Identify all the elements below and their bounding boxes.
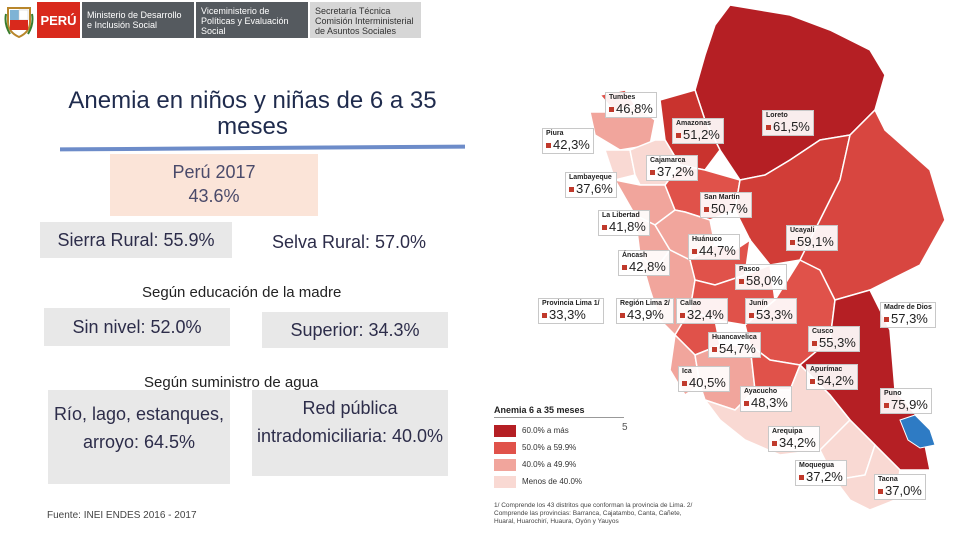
label-amazonas: Amazonas 51,2%	[672, 118, 724, 144]
title-underline	[59, 144, 466, 152]
superior-stat: Superior: 34.3%	[262, 312, 448, 348]
label-cusco: Cusco 55,3%	[808, 326, 860, 352]
label-la-libertad: La Libertad 41,8%	[598, 210, 650, 236]
peru-anemia-map: Tumbes 46,8% Loreto 61,5% Amazonas 51,2% Pi…	[490, 0, 960, 540]
region-madre-de-dios	[798, 108, 946, 301]
red-publica-stat: Red pública intradomiciliaria: 40.0%	[252, 390, 448, 476]
rio-lago-stat: Río, lago, estanques, arroyo: 64.5%	[48, 390, 230, 484]
legend-item: Menos de 40.0%	[494, 473, 624, 490]
label-san-martin: San Martín 50,7%	[700, 192, 752, 218]
label-tacna: Tacna 37,0%	[874, 474, 926, 500]
legend-title: Anemia 6 a 35 meses	[494, 405, 624, 418]
peru-2017-value: 43.6%	[188, 186, 240, 206]
peru-brand: PERÚ	[37, 2, 80, 38]
label-ucayali: Ucayali 59,1%	[786, 225, 838, 251]
secretaria-name: Secretaría Técnica Comisión Interministe…	[310, 2, 421, 38]
label-huanuco: Huánuco 44,7%	[688, 234, 740, 260]
label-junin: Junín 53,3%	[745, 298, 797, 324]
label-loreto: Loreto 61,5%	[762, 110, 814, 136]
page-number: 5	[622, 422, 628, 433]
legend-item: 40.0% a 49.9%	[494, 456, 624, 473]
label-ancash: Áncash 42,8%	[618, 250, 670, 276]
lake-titicaca	[899, 414, 936, 449]
map-footnote: 1/ Comprende los 43 distritos que confor…	[494, 502, 693, 525]
legend-item: 50.0% a 59.9%	[494, 439, 624, 456]
label-huancavelica: Huancavelica 54,7%	[708, 332, 761, 358]
label-cajamarca: Cajamarca 37,2%	[646, 155, 698, 181]
viceministry-name: Viceministerio de Políticas y Evaluación…	[196, 2, 308, 38]
label-madre-de-dios: Madre de Dios 57,3%	[880, 302, 936, 328]
label-callao: Callao 32,4%	[676, 298, 728, 324]
education-section-title: Según educación de la madre	[142, 284, 342, 301]
page-title: Anemia en niños y niñas de 6 a 35 meses	[68, 87, 437, 140]
label-lima-provincia: Provincia Lima 1/33,3%	[538, 298, 604, 324]
label-ica: Ica 40,5%	[678, 366, 730, 392]
legend-swatch	[494, 424, 516, 437]
peru-2017-box: Perú 2017 43.6%	[110, 154, 318, 216]
peru-2017-label: Perú 2017	[172, 162, 256, 182]
source-note: Fuente: INEI ENDES 2016 - 2017	[47, 510, 197, 521]
water-section-title: Según suministro de agua	[144, 374, 319, 391]
label-ayacucho: Ayacucho 48,3%	[740, 386, 792, 412]
label-tumbes: Tumbes 46,8%	[605, 92, 657, 118]
label-apurimac: Apurímac 54,2%	[806, 364, 858, 390]
legend-swatch	[494, 475, 516, 488]
label-arequipa: Arequipa 34,2%	[768, 426, 820, 452]
ministry-name: Ministerio de Desarrollo e Inclusión Soc…	[82, 2, 194, 38]
selva-rural-stat: Selva Rural: 57.0%	[253, 224, 445, 260]
label-pasco: Pasco 58,0%	[735, 264, 787, 290]
label-lambayeque: Lambayeque 37,6%	[565, 172, 617, 198]
legend-swatch	[494, 458, 516, 471]
legend-item: 60.0% a más	[494, 422, 624, 439]
label-lima-region: Región Lima 2/43,9%	[616, 298, 674, 324]
sin-nivel-stat: Sin nivel: 52.0%	[44, 308, 230, 346]
label-piura: Piura 42,3%	[542, 128, 594, 154]
label-moquegua: Moquegua 37,2%	[795, 460, 847, 486]
label-puno: Puno 75,9%	[880, 388, 932, 414]
sierra-rural-stat: Sierra Rural: 55.9%	[40, 222, 232, 258]
legend-swatch	[494, 441, 516, 454]
coat-of-arms-icon	[4, 7, 34, 38]
map-legend: Anemia 6 a 35 meses 60.0% a más 50.0% a …	[494, 405, 624, 490]
